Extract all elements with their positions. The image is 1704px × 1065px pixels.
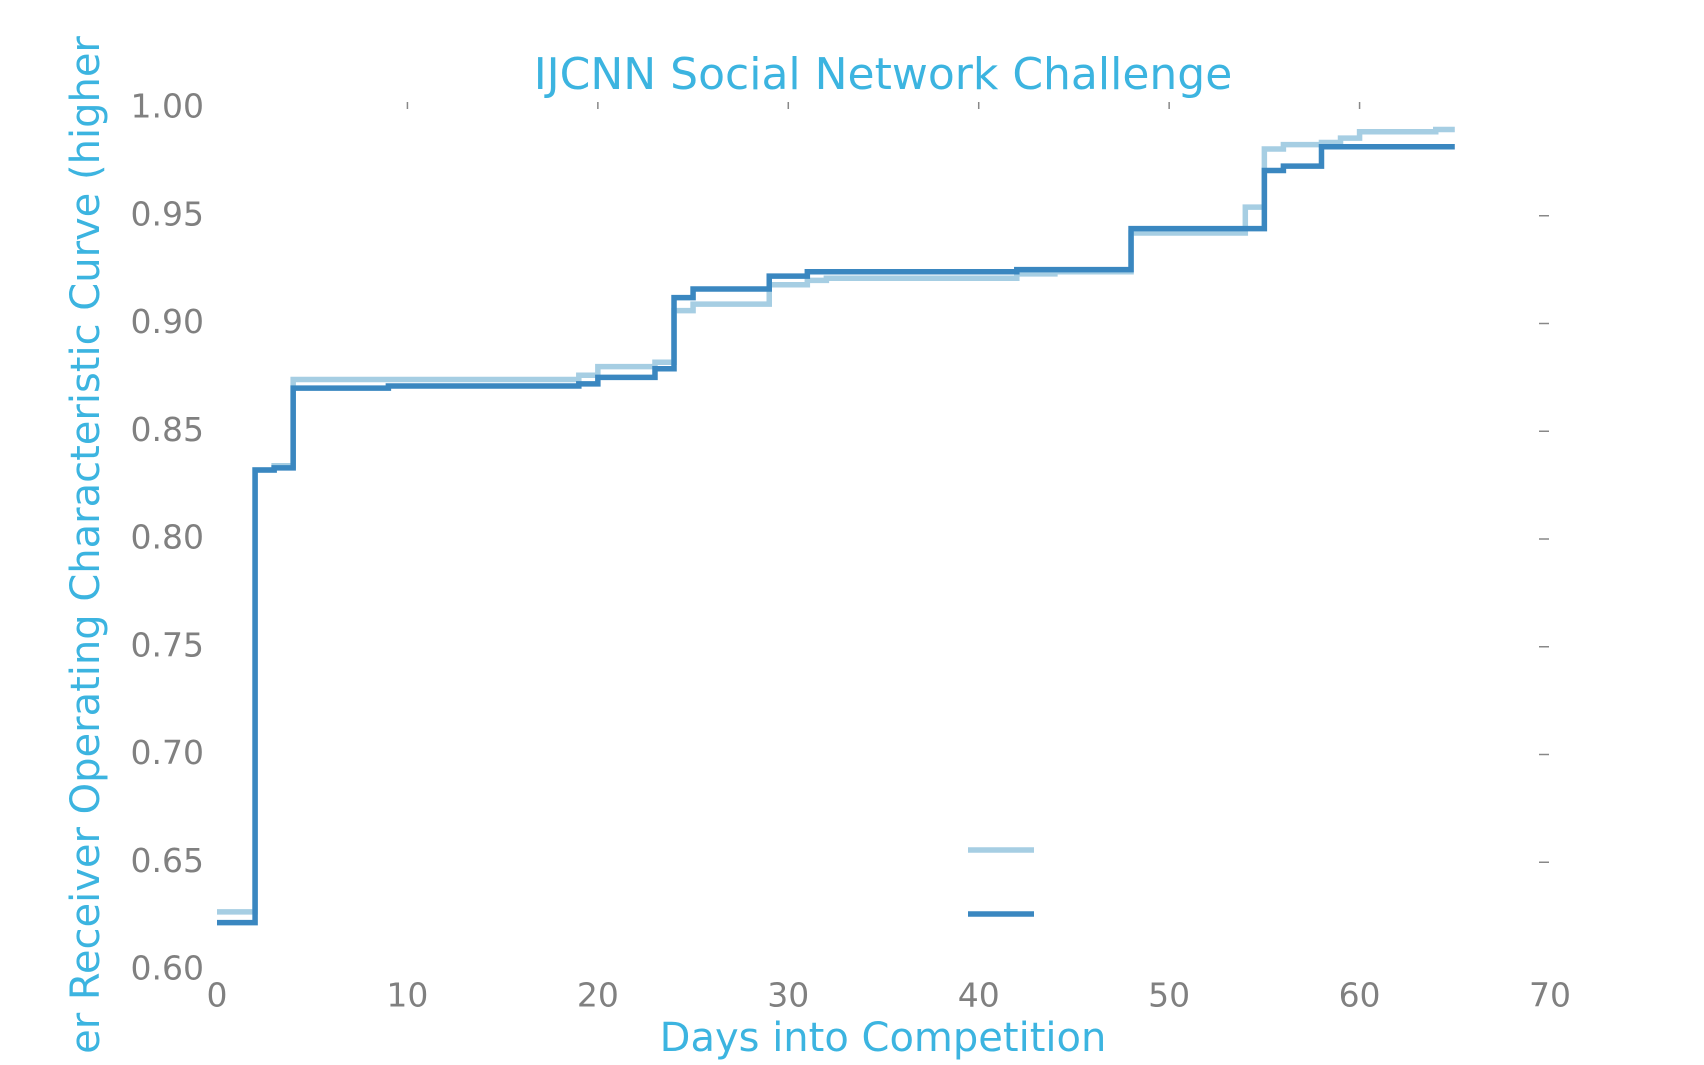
y-tick-label: 0.90 [131,302,204,341]
x-axis-label: Days into Competition [660,1015,1107,1061]
x-tick-label: 70 [1529,976,1571,1015]
x-tick-label: 60 [1339,976,1381,1015]
y-tick-label: 0.75 [131,625,204,664]
y-tick-label: 0.70 [131,733,204,772]
y-tick-label: 1.00 [131,87,204,126]
y-tick-label: 0.80 [131,518,204,557]
x-tick-label: 0 [207,976,228,1015]
x-tick-label: 40 [958,976,1000,1015]
data-line [217,144,1455,926]
y-tick-label: 0.95 [131,194,204,233]
chart-title: IJCNN Social Network Challenge [534,49,1233,100]
x-tick-label: 20 [577,976,619,1015]
x-tick-label: 50 [1148,976,1190,1015]
x-tick-label: 10 [386,976,428,1015]
data-line [217,126,1455,915]
y-tick-label: 0.65 [131,841,204,880]
y-tick-label: 0.85 [131,410,204,449]
y-axis-label: er Receiver Operating Characteristic Cur… [63,36,109,1054]
y-tick-label: 0.60 [131,949,204,988]
x-tick-label: 30 [767,976,809,1015]
